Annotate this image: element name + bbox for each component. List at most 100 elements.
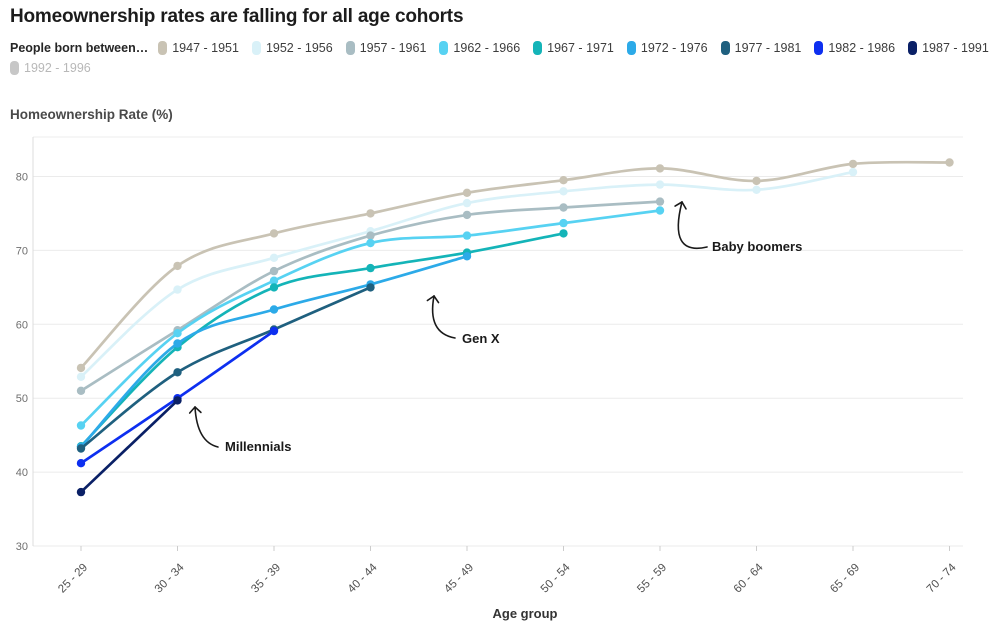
data-point-1947-1951-55-59 <box>655 164 665 173</box>
data-point-1957-1961-55-59 <box>655 197 665 206</box>
data-point-1947-1951-40-44 <box>366 209 375 218</box>
annotation-arrowhead <box>188 406 196 414</box>
legend-item-1972-1976[interactable]: 1972 - 1976 <box>626 41 708 55</box>
data-point-1957-1961-35-39 <box>269 266 279 276</box>
data-point-1967-1971-50-54 <box>559 229 568 238</box>
data-point-1977-1981-25-29 <box>76 444 86 453</box>
y-tick-label: 70 <box>16 245 28 257</box>
legend-swatch <box>158 41 168 55</box>
legend-item-label: 1972 - 1976 <box>640 41 708 55</box>
annotation-baby-boomers: Baby boomers <box>674 201 802 254</box>
legend-item-1987-1991[interactable]: 1987 - 1991 <box>908 41 989 55</box>
x-axis-title: Age group <box>493 606 558 621</box>
data-point-1972-1976-45-49 <box>462 252 472 261</box>
legend-swatch <box>626 41 636 55</box>
annotation-arrowhead <box>681 201 687 210</box>
annotation-label: Millennials <box>225 439 291 454</box>
x-tick-label: 55 - 59 <box>635 562 669 596</box>
legend-item-label: 1962 - 1966 <box>453 41 521 55</box>
annotation-arrowhead <box>433 295 440 304</box>
data-point-1987-1991-25-29 <box>76 487 86 497</box>
annotation-gen-x: Gen X <box>426 295 500 346</box>
data-point-1977-1981-30-34 <box>173 368 182 377</box>
data-point-1947-1951-35-39 <box>269 229 279 238</box>
data-point-1947-1951-65-69 <box>848 159 858 169</box>
data-point-1947-1951-30-34 <box>173 261 182 271</box>
legend-item-1957-1961[interactable]: 1957 - 1961 <box>345 41 427 55</box>
data-point-1947-1951-45-49 <box>462 188 472 197</box>
legend-swatch <box>533 41 543 55</box>
series-line-1977-1981 <box>79 286 372 450</box>
legend-item-1947-1951[interactable]: 1947 - 1951 <box>158 41 239 55</box>
legend-item-label: 1987 - 1991 <box>922 41 989 55</box>
legend-item-1962-1966[interactable]: 1962 - 1966 <box>439 41 520 55</box>
legend-item-label: 1982 - 1986 <box>828 41 896 55</box>
y-tick-label: 30 <box>16 541 28 553</box>
data-point-1962-1966-25-29 <box>76 421 86 430</box>
legend-item-label: 1947 - 1951 <box>172 41 239 55</box>
data-point-1952-1956-65-69 <box>848 167 858 177</box>
x-tick-label: 60 - 64 <box>732 561 766 595</box>
legend-swatch <box>908 41 918 55</box>
legend-swatch <box>439 41 449 55</box>
annotation-arrowhead <box>674 201 683 207</box>
annotation-label: Gen X <box>462 331 500 346</box>
legend-heading: People born between… <box>10 41 149 55</box>
annotation-label: Baby boomers <box>712 239 802 254</box>
legend-item-1967-1971[interactable]: 1967 - 1971 <box>533 41 614 55</box>
x-tick-label: 70 - 74 <box>925 561 959 595</box>
x-tick-label: 45 - 49 <box>442 562 476 596</box>
data-point-1947-1951-25-29 <box>76 363 86 373</box>
legend-item-label: 1952 - 1956 <box>265 41 333 55</box>
annotation-arrowhead <box>426 295 435 302</box>
data-point-1947-1951-50-54 <box>559 176 568 185</box>
legend-item-label: 1957 - 1961 <box>359 41 427 55</box>
data-point-1962-1966-35-39 <box>269 276 279 285</box>
data-point-1957-1961-25-29 <box>76 386 86 395</box>
legend-item-1992-1996[interactable]: 1992 - 1996 <box>10 61 91 75</box>
x-tick-label: 25 - 29 <box>56 562 90 596</box>
x-tick-label: 35 - 39 <box>249 562 283 596</box>
data-point-1972-1976-30-34 <box>173 339 182 348</box>
chart-title: Homeownership rates are falling for all … <box>10 6 464 27</box>
data-point-1947-1951-70-74 <box>945 158 954 167</box>
data-point-1952-1956-45-49 <box>462 198 472 208</box>
series-line-1952-1956 <box>79 170 855 379</box>
legend-row-2: 1992 - 1996 <box>10 61 990 75</box>
legend-item-1982-1986[interactable]: 1982 - 1986 <box>814 41 895 55</box>
x-tick-label: 50 - 54 <box>539 561 573 595</box>
data-point-1962-1966-40-44 <box>366 238 375 248</box>
legend-item-1977-1981[interactable]: 1977 - 1981 <box>720 41 802 55</box>
legend-swatch <box>720 41 730 55</box>
annotation-arrow <box>431 295 456 339</box>
chart-legend: People born between… 1947 - 1951 1952 - 1… <box>10 41 990 81</box>
data-point-1952-1956-25-29 <box>76 372 86 381</box>
legend-swatch <box>345 41 355 55</box>
data-point-1957-1961-50-54 <box>559 203 568 212</box>
data-point-1977-1981-40-44 <box>366 283 375 292</box>
data-point-1962-1966-30-34 <box>173 329 182 338</box>
y-tick-label: 80 <box>16 172 28 184</box>
data-point-1947-1951-60-64 <box>752 176 761 186</box>
data-point-1972-1976-35-39 <box>269 305 279 314</box>
data-point-1952-1956-60-64 <box>752 185 761 194</box>
legend-item-1952-1956[interactable]: 1952 - 1956 <box>251 41 333 55</box>
annotation-arrow <box>194 406 219 448</box>
series-line-1967-1971 <box>79 232 565 448</box>
data-point-1987-1991-30-34 <box>173 396 182 405</box>
legend-item-label: 1967 - 1971 <box>547 41 614 55</box>
data-point-1962-1966-55-59 <box>655 206 665 215</box>
annotation-millennials: Millennials <box>188 406 291 454</box>
legend-item-label: 1977 - 1981 <box>734 41 802 55</box>
data-point-1967-1971-35-39 <box>269 283 279 292</box>
data-point-1957-1961-45-49 <box>462 210 472 220</box>
data-point-1952-1956-35-39 <box>269 253 279 262</box>
x-tick-label: 40 - 44 <box>346 561 380 595</box>
data-point-1952-1956-50-54 <box>559 187 568 196</box>
legend-item-label: 1992 - 1996 <box>24 61 91 75</box>
data-point-1962-1966-50-54 <box>559 218 568 228</box>
data-point-1952-1956-55-59 <box>655 180 665 189</box>
data-point-1952-1956-30-34 <box>173 285 182 294</box>
